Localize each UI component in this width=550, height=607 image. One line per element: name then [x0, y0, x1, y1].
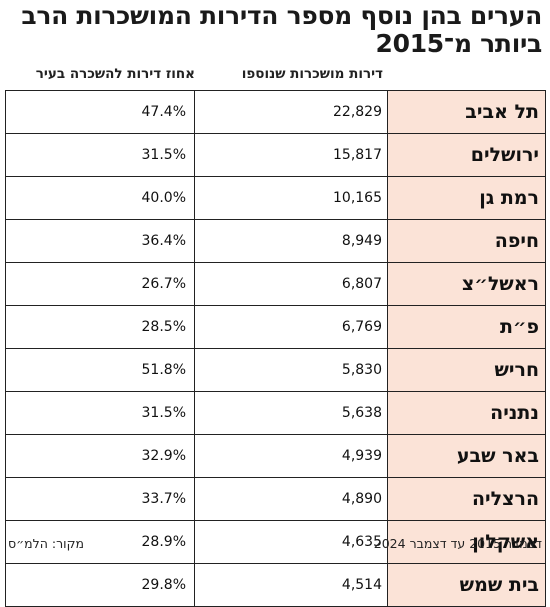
table-row: 28.5% 6,769 פ״ת — [5, 305, 546, 349]
column-header-share: אחוז דירות להשכרה בעיר — [35, 66, 195, 82]
date-range-note: דצמבר 2015 עד דצמבר 2024 — [373, 536, 542, 551]
share-cell: 28.9% — [5, 520, 195, 564]
city-name-cell: בית שמש — [387, 563, 546, 607]
page-title: הערים בהן נוסף מספר הדירות המושכרות הרב … — [21, 1, 542, 58]
table-row: 33.7% 4,890 הרצליה — [5, 477, 546, 521]
city-name-cell: אשקלון — [387, 520, 546, 564]
city-name-cell: חריש — [387, 348, 546, 392]
share-cell: 29.8% — [5, 563, 195, 607]
city-name-cell: רמת גן — [387, 176, 546, 220]
added-count-cell: 8,949 — [194, 219, 388, 263]
city-name-cell: הרצליה — [387, 477, 546, 521]
added-count-cell: 15,817 — [194, 133, 388, 177]
added-count-cell: 4,514 — [194, 563, 388, 607]
table-row: 51.8% 5,830 חריש — [5, 348, 546, 392]
city-name-cell: תל אביב — [387, 90, 546, 134]
table-row: 47.4% 22,829 תל אביב — [5, 90, 546, 134]
share-cell: 51.8% — [5, 348, 195, 392]
share-cell: 31.5% — [5, 391, 195, 435]
share-cell: 36.4% — [5, 219, 195, 263]
table-row: 29.8% 4,514 בית שמש — [5, 563, 546, 607]
city-name-cell: פ״ת — [387, 305, 546, 349]
share-cell: 28.5% — [5, 305, 195, 349]
table-body: 47.4% 22,829 תל אביב 31.5% 15,817 ירושלים 40.0… — [5, 90, 546, 607]
table-row: 28.9% 4,635 אשקלון — [5, 520, 546, 564]
share-cell: 47.4% — [5, 90, 195, 134]
data-table: 47.4% 22,829 תל אביב 31.5% 15,817 ירושלים 40.0… — [5, 90, 546, 607]
infographic: הערים בהן נוסף מספר הדירות המושכרות הרב … — [5, 1, 546, 607]
table-row: 26.7% 6,807 ראשל״צ — [5, 262, 546, 306]
city-name-cell: נתניה — [387, 391, 546, 435]
added-count-cell: 22,829 — [194, 90, 388, 134]
source-note: מקור: הלמ״ס — [8, 536, 84, 551]
table-row: 31.5% 15,817 ירושלים — [5, 133, 546, 177]
share-cell: 31.5% — [5, 133, 195, 177]
added-count-cell: 5,830 — [194, 348, 388, 392]
share-cell: 26.7% — [5, 262, 195, 306]
table-row: 40.0% 10,165 רמת גן — [5, 176, 546, 220]
table-row: 31.5% 5,638 נתניה — [5, 391, 546, 435]
added-count-cell: 6,769 — [194, 305, 388, 349]
city-name-cell: ראשל״צ — [387, 262, 546, 306]
share-cell: 40.0% — [5, 176, 195, 220]
table-row: 36.4% 8,949 חיפה — [5, 219, 546, 263]
added-count-cell: 4,635 — [194, 520, 388, 564]
added-count-cell: 10,165 — [194, 176, 388, 220]
added-count-cell: 5,638 — [194, 391, 388, 435]
added-count-cell: 6,807 — [194, 262, 388, 306]
column-header-added: דירות מושכרות שנוספו — [241, 66, 383, 82]
share-cell: 32.9% — [5, 434, 195, 478]
share-cell: 33.7% — [5, 477, 195, 521]
city-name-cell: באר שבע — [387, 434, 546, 478]
added-count-cell: 4,890 — [194, 477, 388, 521]
added-count-cell: 4,939 — [194, 434, 388, 478]
city-name-cell: ירושלים — [387, 133, 546, 177]
table-row: 32.9% 4,939 באר שבע — [5, 434, 546, 478]
city-name-cell: חיפה — [387, 219, 546, 263]
